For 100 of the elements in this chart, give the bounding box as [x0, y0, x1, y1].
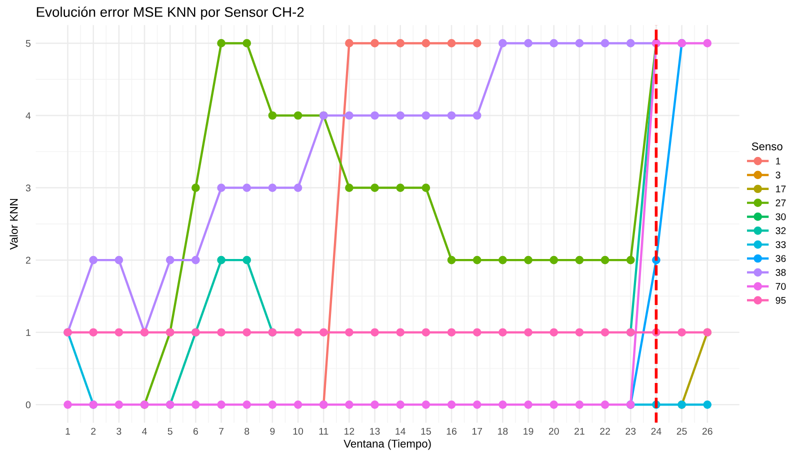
x-tick-label: 5 — [168, 428, 172, 435]
x-tick-label: 2 — [91, 428, 96, 435]
point — [524, 256, 532, 264]
point — [370, 328, 379, 337]
x-tick-label: 26 — [702, 428, 712, 435]
legend-label: 1 — [776, 158, 780, 164]
point — [447, 111, 456, 120]
legend-label: 17 — [776, 186, 786, 192]
legend-label: 36 — [776, 255, 786, 262]
x-tick-label: 6 — [193, 428, 198, 435]
point — [242, 184, 252, 192]
legend-label: 27 — [776, 199, 786, 206]
legend-title: Senso — [752, 142, 782, 150]
legend-label: 30 — [776, 213, 786, 220]
point — [345, 39, 354, 48]
point — [114, 328, 124, 337]
point — [114, 256, 124, 264]
x-tick-label: 4 — [142, 428, 147, 435]
y-tick-label: 4 — [26, 112, 31, 120]
point — [217, 328, 226, 337]
point — [524, 400, 532, 409]
point — [370, 111, 379, 120]
point — [294, 111, 302, 120]
point — [575, 400, 584, 409]
legend-label: 38 — [776, 269, 786, 276]
point — [422, 184, 430, 192]
point — [166, 256, 174, 264]
y-tick-label: 0 — [26, 401, 31, 408]
point — [600, 328, 610, 337]
y-axis-title: Valor KNN — [10, 199, 18, 250]
point — [550, 39, 558, 48]
x-tick-label: 21 — [574, 428, 584, 435]
x-tick-label: 1 — [66, 428, 70, 435]
point — [64, 400, 72, 409]
x-tick-label: 7 — [219, 428, 224, 435]
x-tick-label: 14 — [396, 428, 406, 435]
point — [626, 39, 635, 48]
y-tick-label: 2 — [26, 256, 30, 264]
point — [472, 328, 482, 337]
point — [268, 184, 277, 192]
point — [550, 328, 558, 337]
point — [294, 184, 302, 192]
point — [345, 400, 354, 409]
point — [345, 111, 354, 120]
x-axis-title: Ventana (Tiempo) — [344, 439, 431, 450]
point — [294, 328, 302, 337]
x-tick-label: 24 — [651, 428, 662, 435]
x-tick-label: 22 — [600, 428, 610, 435]
point — [319, 328, 328, 337]
point — [242, 39, 252, 48]
x-tick-label: 8 — [244, 428, 250, 435]
point — [396, 39, 405, 48]
point — [192, 256, 200, 264]
point — [217, 39, 226, 48]
point — [600, 400, 610, 409]
point — [422, 400, 430, 409]
point — [550, 256, 558, 264]
point — [524, 328, 532, 337]
point — [422, 111, 430, 120]
point — [447, 400, 456, 409]
x-tick-label: 23 — [626, 428, 636, 435]
y-tick-label: 1 — [26, 329, 30, 336]
point — [498, 256, 507, 264]
point — [217, 400, 226, 409]
point — [472, 400, 482, 409]
point — [396, 400, 405, 409]
x-tick-label: 19 — [524, 428, 534, 435]
y-tick-label: 3 — [26, 184, 30, 192]
x-tick-label: 20 — [548, 428, 559, 435]
point — [242, 400, 252, 409]
x-tick-label: 12 — [344, 428, 354, 435]
point — [345, 328, 354, 337]
point — [498, 39, 507, 48]
legend-label: 33 — [776, 241, 786, 248]
point — [242, 328, 252, 337]
point — [396, 111, 405, 120]
point — [472, 39, 482, 48]
point — [703, 39, 712, 48]
point — [600, 256, 610, 264]
point — [242, 256, 252, 264]
point — [268, 111, 277, 120]
x-tick-label: 18 — [498, 428, 508, 435]
x-tick-label: 17 — [472, 428, 482, 435]
x-tick-label: 25 — [676, 428, 687, 435]
point — [268, 400, 277, 409]
legend-label: 32 — [776, 227, 786, 234]
point — [192, 400, 200, 409]
x-tick-label: 15 — [421, 428, 431, 435]
point — [370, 39, 379, 48]
point — [498, 400, 507, 409]
x-tick-label: 16 — [446, 428, 457, 435]
point — [703, 400, 712, 409]
point — [89, 256, 98, 264]
point — [498, 328, 507, 337]
point — [472, 111, 482, 120]
point — [294, 400, 302, 409]
point — [447, 328, 456, 337]
x-tick-label: 13 — [370, 428, 380, 435]
point — [89, 328, 98, 337]
point — [396, 328, 405, 337]
